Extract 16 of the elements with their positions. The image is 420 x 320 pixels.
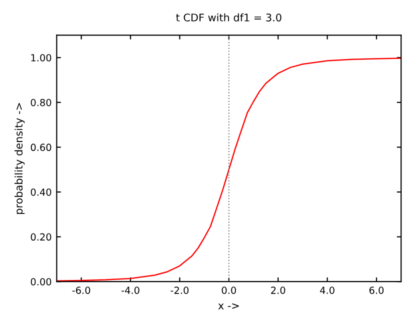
x-tick-label: 0.0 bbox=[222, 286, 236, 294]
x-tick-label: -4.0 bbox=[121, 286, 140, 294]
y-tick-label: 0.80 bbox=[30, 98, 52, 106]
y-tick-label: 1.00 bbox=[31, 54, 52, 62]
x-tick-label: -2.0 bbox=[170, 286, 189, 294]
y-tick-label: 0.40 bbox=[30, 188, 52, 196]
x-tick-label: 4.0 bbox=[320, 286, 334, 294]
y-axis-title: probability density -> bbox=[14, 103, 25, 214]
chart-title: t CDF with df1 = 3.0 bbox=[176, 13, 282, 22]
x-axis-title: x -> bbox=[218, 303, 239, 310]
x-tick-label: 2.0 bbox=[271, 286, 286, 294]
y-tick-label: 0.60 bbox=[30, 144, 52, 152]
x-tick-label: 6.0 bbox=[369, 286, 384, 294]
y-tick-label: 0.00 bbox=[30, 278, 52, 286]
y-tick-label: 0.20 bbox=[30, 233, 52, 241]
x-tick-label: -6.0 bbox=[72, 286, 90, 294]
